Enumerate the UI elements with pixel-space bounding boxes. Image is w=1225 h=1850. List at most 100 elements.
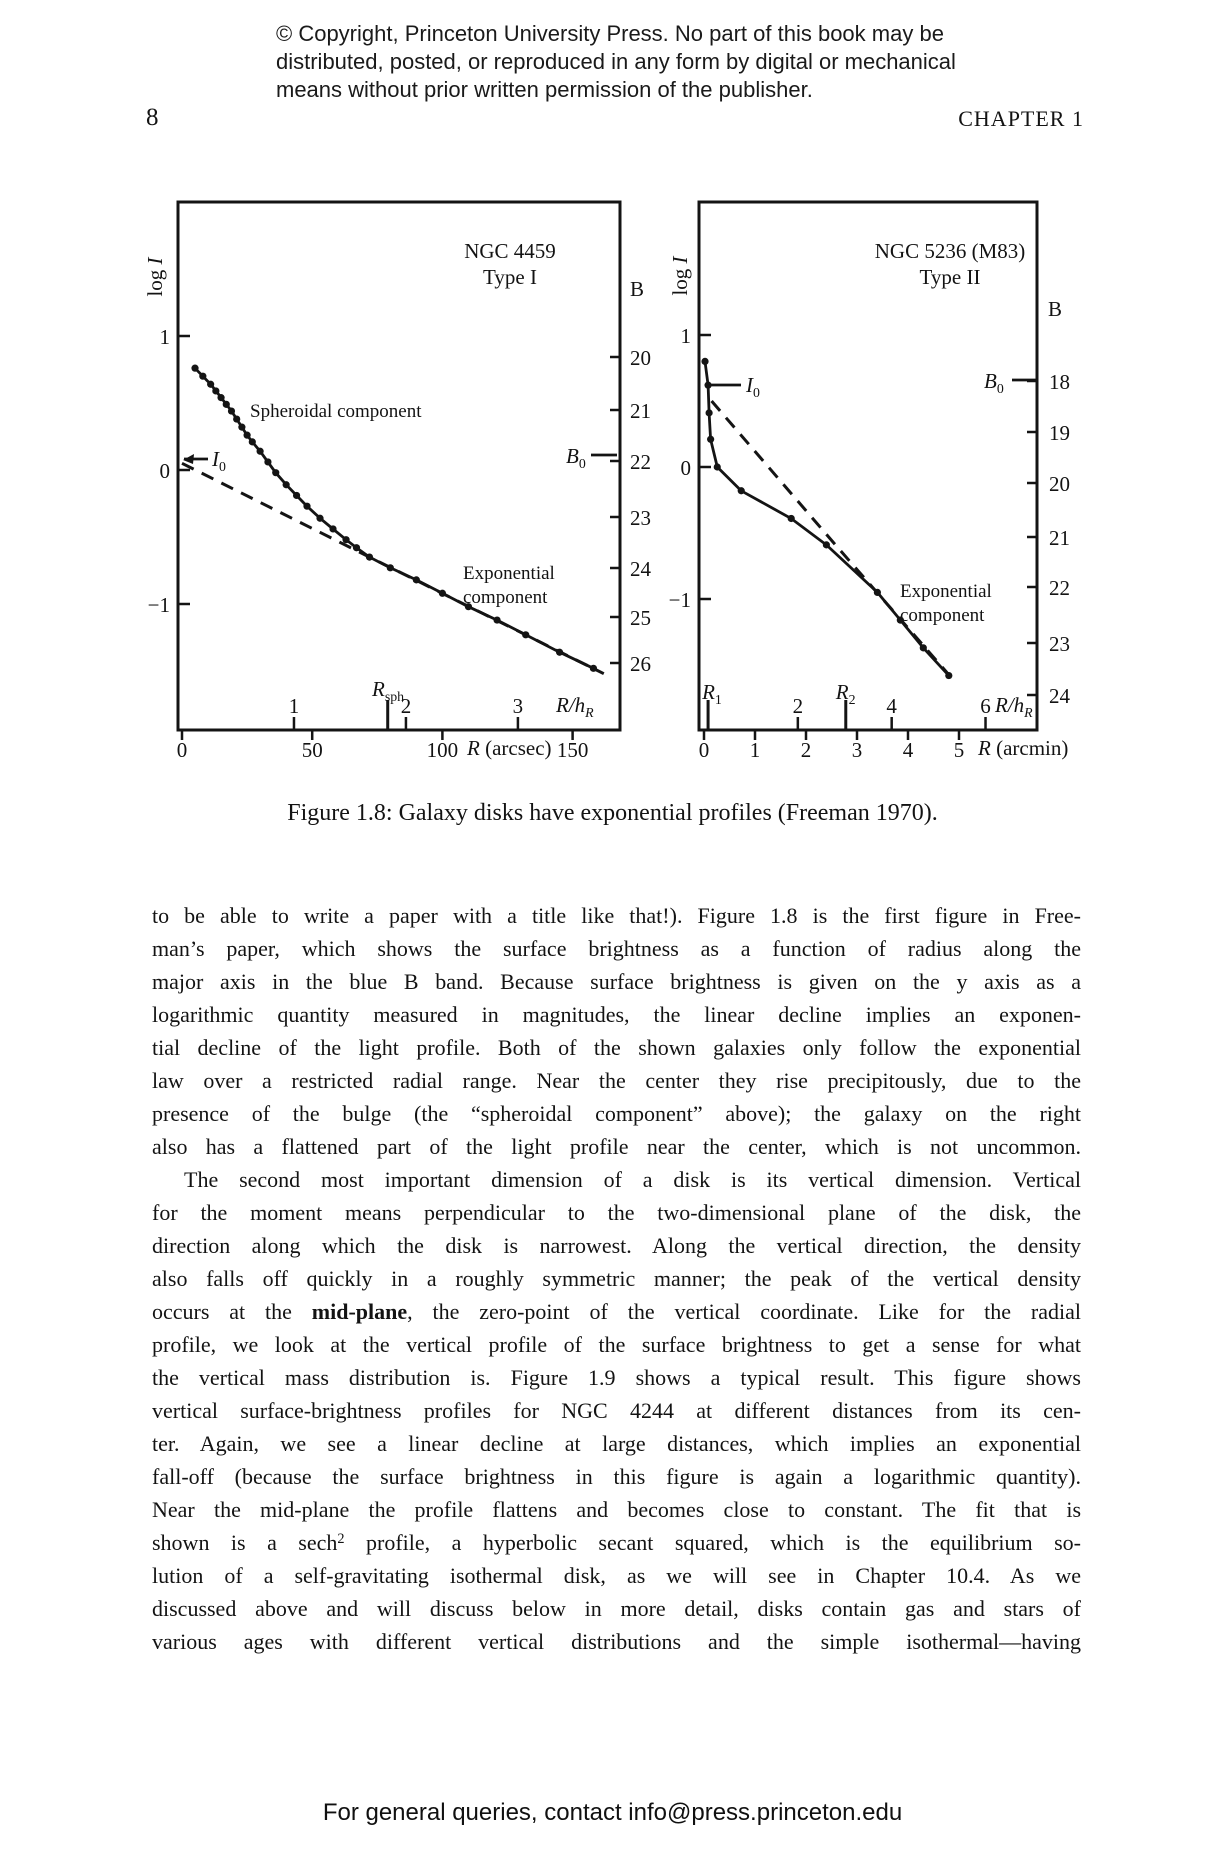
x-axis-label: R (arcsec) <box>466 736 552 760</box>
b-tick-label: 22 <box>630 450 651 474</box>
scale-length-tick-label: 1 <box>289 694 300 718</box>
y-axis-label: log I <box>143 256 167 296</box>
body-line: for the moment means perpendicular to th… <box>152 1200 1081 1225</box>
data-point <box>227 407 236 415</box>
galaxy-title: NGC 4459 <box>464 239 556 263</box>
data-point <box>303 502 311 510</box>
x-tick-label: 1 <box>750 738 761 762</box>
data-point <box>238 423 246 431</box>
y-tick-label: 1 <box>681 324 692 348</box>
body-line: profile, we look at the vertical profile… <box>152 1332 1081 1357</box>
data-point <box>342 536 350 544</box>
data-point <box>207 380 215 388</box>
scale-length-tick-label: 3 <box>513 694 524 718</box>
body-text: to be able to write a paper with a title… <box>152 899 1081 1658</box>
scale-length-tick-label: 4 <box>886 694 897 718</box>
b-tick-label: 25 <box>630 606 651 630</box>
body-line: also falls off quickly in a roughly symm… <box>152 1266 1081 1291</box>
data-point <box>217 394 225 402</box>
copyright-notice: © Copyright, Princeton University Press.… <box>276 20 976 104</box>
exponential-component-annotation: Exponential <box>463 563 555 584</box>
i0-arrowhead <box>183 454 194 464</box>
body-line: vertical surface-brightness profiles for… <box>152 1398 1081 1423</box>
profile-type-label: Type II <box>920 265 981 289</box>
body-line: man’s paper, which shows the surface bri… <box>152 936 1081 961</box>
data-point <box>316 514 324 522</box>
scale-length-axis-label: R/hR <box>994 693 1033 720</box>
x-tick-label: 4 <box>903 738 914 762</box>
data-point <box>704 381 712 389</box>
data-point <box>707 435 715 443</box>
scale-length-axis-label: R/hR <box>555 693 594 720</box>
x-tick-label: 100 <box>427 738 459 762</box>
copyright-line: distributed, posted, or reproduced in an… <box>276 49 956 74</box>
data-point <box>222 400 230 408</box>
chapter-header: CHAPTER 1 <box>958 106 1084 131</box>
exponential-component-annotation: component <box>463 587 548 608</box>
b-tick-label: 24 <box>630 557 652 581</box>
plot-frame <box>697 200 1039 732</box>
y-tick-label: 0 <box>681 456 692 480</box>
body-line: Near the mid-plane the profile flattens … <box>152 1497 1081 1522</box>
copyright-line: © Copyright, Princeton University Press.… <box>276 21 944 46</box>
b-tick-label: 24 <box>1049 684 1071 708</box>
x-tick-label: 2 <box>801 738 812 762</box>
y-tick-label: −1 <box>669 588 691 612</box>
dashed-exponential-fit-line <box>181 461 605 676</box>
data-point <box>272 469 280 477</box>
scale-length-tick-label: 6 <box>980 694 991 718</box>
body-line: logarithmic quantity measured in magnitu… <box>152 1002 1081 1027</box>
body-line: the vertical mass distribution is. Figur… <box>152 1365 1081 1390</box>
x-tick-label: 0 <box>177 738 188 762</box>
body-line: lution of a self-gravitating isothermal … <box>152 1563 1081 1588</box>
data-point <box>199 372 207 380</box>
spheroidal-component-annotation: Spheroidal component <box>250 401 422 422</box>
b-tick-label: 22 <box>1049 576 1070 600</box>
data-point <box>919 644 927 652</box>
body-line: also has a flattened part of the light p… <box>152 1134 1081 1159</box>
b-tick-label: 23 <box>1049 632 1070 656</box>
data-point <box>282 481 290 489</box>
i0-label: I0 <box>745 373 760 400</box>
x-tick-label: 0 <box>699 738 710 762</box>
body-line: ter. Again, we see a linear decline at l… <box>152 1431 1081 1456</box>
x-axis-label: R (arcmin) <box>977 736 1068 760</box>
b-tick-label: 20 <box>1049 472 1070 496</box>
body-line: to be able to write a paper with a title… <box>152 903 1081 928</box>
data-point <box>248 438 256 446</box>
b0-label: B0 <box>984 369 1004 396</box>
data-point <box>329 525 337 533</box>
body-line: various ages with different vertical dis… <box>152 1629 1081 1654</box>
page-number: 8 <box>146 104 159 131</box>
data-point <box>256 447 264 455</box>
data-point <box>243 431 251 439</box>
b-tick-label: 21 <box>1049 526 1070 550</box>
footer-contact: For general queries, contact info@press.… <box>322 1799 903 1826</box>
body-line: discussed above and will discuss below i… <box>152 1596 1081 1621</box>
x-tick-label: 50 <box>302 738 323 762</box>
x-tick-label: 3 <box>852 738 863 762</box>
b-tick-label: 19 <box>1049 421 1070 445</box>
y-axis-label: log I <box>668 255 692 295</box>
exponential-component-annotation: component <box>900 605 985 626</box>
body-line: law over a restricted radial range. Near… <box>152 1068 1081 1093</box>
x-tick-label: 5 <box>954 738 965 762</box>
body-line: The second most important dimension of a… <box>184 1167 1081 1192</box>
galaxy-title: NGC 5236 (M83) <box>875 239 1026 263</box>
body-line: tial decline of the light profile. Both … <box>152 1035 1081 1060</box>
data-point <box>737 487 745 495</box>
b-axis-label: B <box>1048 297 1062 321</box>
data-point <box>292 491 301 500</box>
scale-length-tick-label: 2 <box>401 694 412 718</box>
data-point <box>233 415 241 423</box>
data-point <box>713 463 721 471</box>
profile-type-label: Type I <box>483 265 537 289</box>
exponential-component-annotation: Exponential <box>900 581 992 602</box>
body-line: direction along which the disk is narrow… <box>152 1233 1081 1258</box>
b-tick-label: 26 <box>630 652 651 676</box>
data-point <box>705 409 713 417</box>
